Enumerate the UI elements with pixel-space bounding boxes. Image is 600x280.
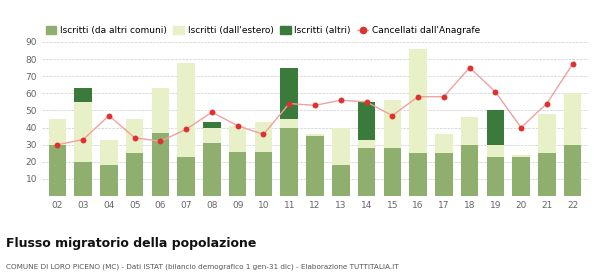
Bar — [178, 62, 195, 157]
Point — [490, 89, 500, 94]
Legend: Iscritti (da altri comuni), Iscritti (dall'estero), Iscritti (altri), Cancellati: Iscritti (da altri comuni), Iscritti (da… — [42, 23, 484, 39]
Bar — [100, 165, 118, 196]
Bar — [358, 102, 375, 139]
Bar — [306, 136, 324, 196]
Bar — [280, 128, 298, 196]
Bar — [487, 157, 504, 196]
Bar — [178, 157, 195, 196]
Point — [568, 62, 577, 66]
Bar — [409, 153, 427, 196]
Bar — [49, 119, 66, 145]
Bar — [152, 133, 169, 196]
Point — [130, 136, 140, 140]
Bar — [74, 162, 92, 196]
Bar — [358, 148, 375, 196]
Bar — [74, 102, 92, 162]
Bar — [564, 145, 581, 196]
Point — [310, 103, 320, 108]
Bar — [74, 88, 92, 102]
Point — [336, 98, 346, 102]
Bar — [126, 153, 143, 196]
Point — [259, 132, 268, 137]
Point — [181, 127, 191, 132]
Bar — [255, 151, 272, 196]
Bar — [487, 110, 504, 145]
Point — [516, 125, 526, 130]
Point — [79, 137, 88, 142]
Bar — [461, 145, 478, 196]
Point — [388, 113, 397, 118]
Bar — [203, 143, 221, 196]
Bar — [435, 153, 452, 196]
Bar — [409, 49, 427, 153]
Bar — [280, 68, 298, 119]
Bar — [255, 122, 272, 151]
Point — [542, 101, 551, 106]
Bar — [383, 148, 401, 196]
Point — [155, 139, 165, 143]
Bar — [49, 145, 66, 196]
Point — [53, 143, 62, 147]
Point — [284, 101, 294, 106]
Bar — [229, 151, 247, 196]
Point — [104, 113, 114, 118]
Bar — [512, 157, 530, 196]
Point — [362, 100, 371, 104]
Text: COMUNE DI LORO PICENO (MC) - Dati ISTAT (bilancio demografico 1 gen-31 dic) - El: COMUNE DI LORO PICENO (MC) - Dati ISTAT … — [6, 263, 398, 270]
Bar — [203, 122, 221, 128]
Text: Flusso migratorio della popolazione: Flusso migratorio della popolazione — [6, 237, 256, 249]
Point — [413, 95, 423, 99]
Bar — [564, 93, 581, 145]
Bar — [280, 119, 298, 128]
Bar — [435, 134, 452, 153]
Point — [207, 110, 217, 115]
Bar — [358, 139, 375, 148]
Bar — [332, 165, 350, 196]
Bar — [538, 153, 556, 196]
Bar — [538, 114, 556, 153]
Point — [439, 95, 449, 99]
Bar — [461, 117, 478, 145]
Bar — [229, 126, 247, 151]
Bar — [512, 155, 530, 157]
Bar — [100, 139, 118, 165]
Point — [465, 66, 475, 70]
Bar — [487, 145, 504, 157]
Bar — [152, 88, 169, 133]
Bar — [383, 100, 401, 148]
Bar — [332, 128, 350, 165]
Point — [233, 123, 242, 128]
Bar — [203, 128, 221, 143]
Bar — [126, 119, 143, 153]
Bar — [306, 134, 324, 136]
